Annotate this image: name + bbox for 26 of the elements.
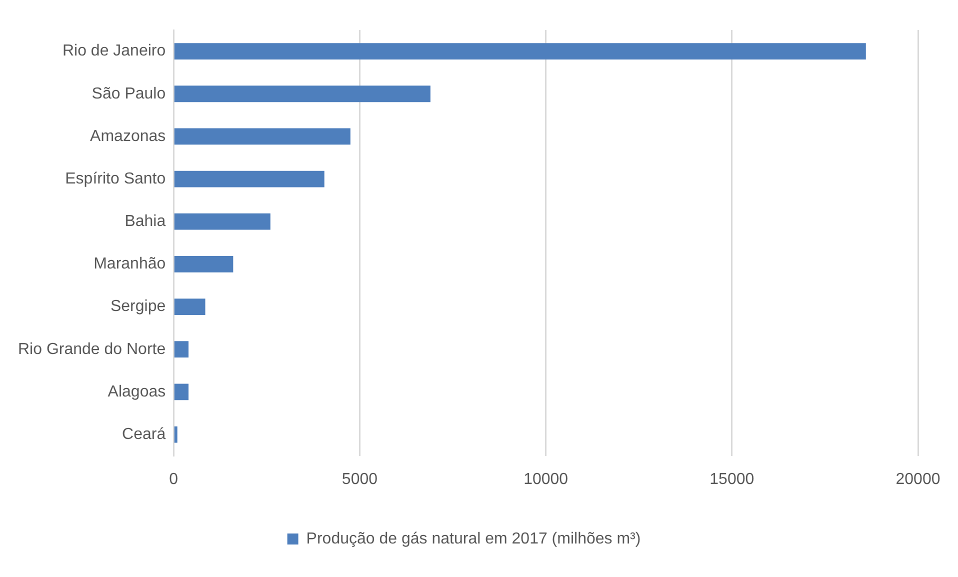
bar (174, 426, 178, 443)
bar (174, 298, 206, 315)
y-tick-label: Ceará (122, 426, 166, 443)
x-tick-label: 5000 (342, 470, 378, 488)
x-tick-label: 10000 (524, 470, 568, 488)
y-tick-label: Bahia (124, 213, 166, 230)
bar (174, 384, 189, 400)
y-tick-label: Amazonas (90, 128, 166, 145)
legend-label: Produção de gás natural em 2017 (milhões m³) (306, 530, 641, 548)
y-tick-label: Maranhão (94, 256, 166, 273)
bar (174, 170, 324, 188)
y-tick-label: Espírito Santo (65, 170, 166, 188)
bar (174, 43, 866, 60)
bar (174, 86, 430, 102)
y-tick-label: São Paulo (92, 85, 166, 102)
y-tick-label: Rio Grande do Norte (18, 340, 166, 358)
y-tick-label: Sergipe (110, 298, 166, 316)
y-tick-label: Rio de Janeiro (62, 42, 166, 60)
x-tick-label: 15000 (710, 470, 754, 488)
bar (174, 341, 189, 358)
x-tick-label: 0 (169, 470, 178, 488)
bar (174, 213, 270, 230)
y-tick-label: Alagoas (108, 383, 166, 400)
bar (174, 128, 350, 145)
bar (174, 256, 234, 272)
x-tick-label: 20000 (896, 470, 940, 488)
